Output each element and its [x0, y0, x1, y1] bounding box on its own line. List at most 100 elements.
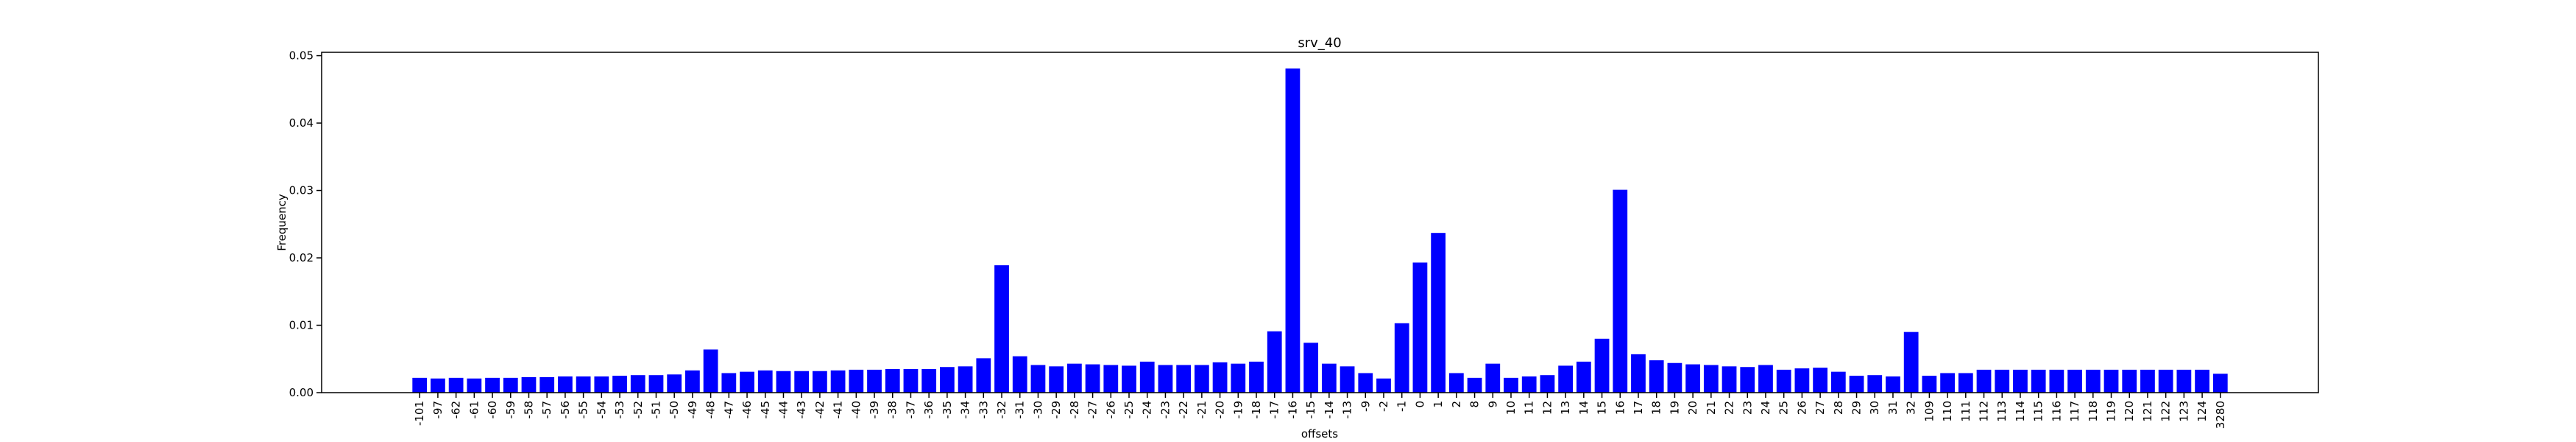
x-tick-label: -17	[1268, 401, 1281, 419]
bar	[757, 370, 773, 393]
x-tick-label: -41	[832, 401, 845, 419]
bar	[576, 376, 591, 393]
bar	[1194, 365, 1209, 393]
bar	[685, 370, 700, 393]
chart-title: srv_40	[1298, 35, 1341, 51]
x-tick-label: -60	[486, 401, 499, 419]
x-tick-label: 25	[1777, 401, 1791, 415]
bar	[1631, 354, 1646, 393]
x-tick-label: -20	[1214, 401, 1227, 419]
bar	[1558, 365, 1574, 393]
x-tick-label: 115	[2032, 401, 2045, 422]
x-tick-label: -1	[1395, 401, 1409, 412]
x-tick-label: -26	[1104, 401, 1117, 419]
bar	[558, 376, 573, 393]
x-tick-label: 31	[1886, 401, 1900, 415]
bar	[1722, 366, 1737, 393]
bar	[1594, 338, 1610, 393]
x-tick-label: -50	[668, 401, 681, 419]
bar	[1758, 365, 1773, 393]
bar	[721, 373, 737, 393]
x-tick-label: -27	[1086, 401, 1100, 419]
bar	[1886, 376, 1900, 393]
bar	[703, 349, 718, 393]
x-tick-label: 8	[1468, 401, 1482, 408]
x-tick-label: 14	[1577, 401, 1590, 415]
x-tick-label: 110	[1941, 401, 1954, 422]
bar	[539, 376, 555, 393]
bar	[1685, 364, 1701, 393]
bar	[1813, 368, 1827, 393]
bar	[958, 366, 973, 393]
x-tick-label: 11	[1523, 401, 1536, 415]
y-tick-label: 0.00	[289, 386, 314, 399]
x-tick-label: -22	[1177, 401, 1190, 419]
y-axis-label: Frequency	[275, 194, 289, 251]
x-tick-label: 20	[1686, 401, 1699, 415]
x-tick-label: 0	[1413, 401, 1426, 408]
x-tick-label: 27	[1814, 401, 1827, 415]
bar	[976, 358, 991, 393]
bar	[1903, 332, 1919, 393]
x-tick-label: -14	[1323, 401, 1336, 419]
x-tick-label: 123	[2177, 401, 2190, 422]
x-tick-label: -16	[1286, 401, 1299, 419]
x-tick-label: 23	[1741, 401, 1754, 415]
x-tick-label: -18	[1250, 401, 1263, 419]
bar	[612, 376, 627, 393]
x-tick-label: -29	[1050, 401, 1063, 419]
x-tick-label: 118	[2087, 401, 2100, 422]
bar	[867, 369, 882, 393]
x-tick-label: -40	[849, 401, 863, 419]
bar	[1667, 362, 1682, 393]
bar	[630, 375, 645, 393]
bar	[1049, 366, 1064, 393]
x-tick-label: 109	[1922, 401, 1936, 422]
bar	[1794, 368, 1810, 393]
x-tick-label: 30	[1868, 401, 1881, 415]
bar	[849, 369, 864, 393]
x-tick-label: -2	[1377, 401, 1390, 412]
x-tick-label: 16	[1613, 401, 1627, 415]
x-tick-label: -38	[886, 401, 899, 419]
bar	[2049, 369, 2064, 393]
bar	[467, 378, 482, 393]
x-tick-label: 32	[1905, 401, 1918, 415]
x-tick-label: -25	[1122, 401, 1136, 419]
plot-frame	[321, 52, 2319, 393]
bar	[1448, 373, 1464, 393]
y-tick-label: 0.03	[289, 184, 314, 197]
bar	[1849, 376, 1864, 393]
bar	[2158, 369, 2173, 393]
bar	[1358, 373, 1373, 393]
x-tick-label: -42	[813, 401, 827, 419]
x-tick-label: 21	[1705, 401, 1718, 415]
x-tick-label: -45	[759, 401, 772, 419]
y-tick-label: 0.02	[289, 251, 314, 264]
bar	[813, 371, 827, 393]
bar	[1740, 367, 1755, 393]
x-tick-label: 24	[1759, 401, 1772, 415]
bar	[2013, 369, 2028, 393]
x-tick-label: -47	[722, 401, 735, 419]
x-tick-label: -101	[413, 401, 426, 426]
bar	[1176, 365, 1192, 393]
y-tick-label: 0.05	[289, 49, 314, 63]
bar	[1249, 361, 1264, 393]
bar	[1540, 375, 1555, 393]
x-tick-label: -54	[595, 401, 608, 419]
bar	[794, 371, 810, 393]
x-tick-label: 1	[1432, 401, 1445, 408]
x-tick-label: -39	[868, 401, 881, 419]
x-tick-label: -33	[977, 401, 990, 419]
bar	[1504, 377, 1518, 393]
bar	[740, 371, 754, 393]
x-tick-label: -32	[995, 401, 1008, 419]
bar	[1212, 362, 1228, 393]
x-tick-label: 124	[2195, 401, 2209, 422]
x-tick-label: -62	[450, 401, 463, 419]
bar	[1139, 361, 1155, 393]
bar	[921, 368, 937, 393]
bar	[1030, 365, 1046, 393]
bar	[2212, 373, 2228, 393]
